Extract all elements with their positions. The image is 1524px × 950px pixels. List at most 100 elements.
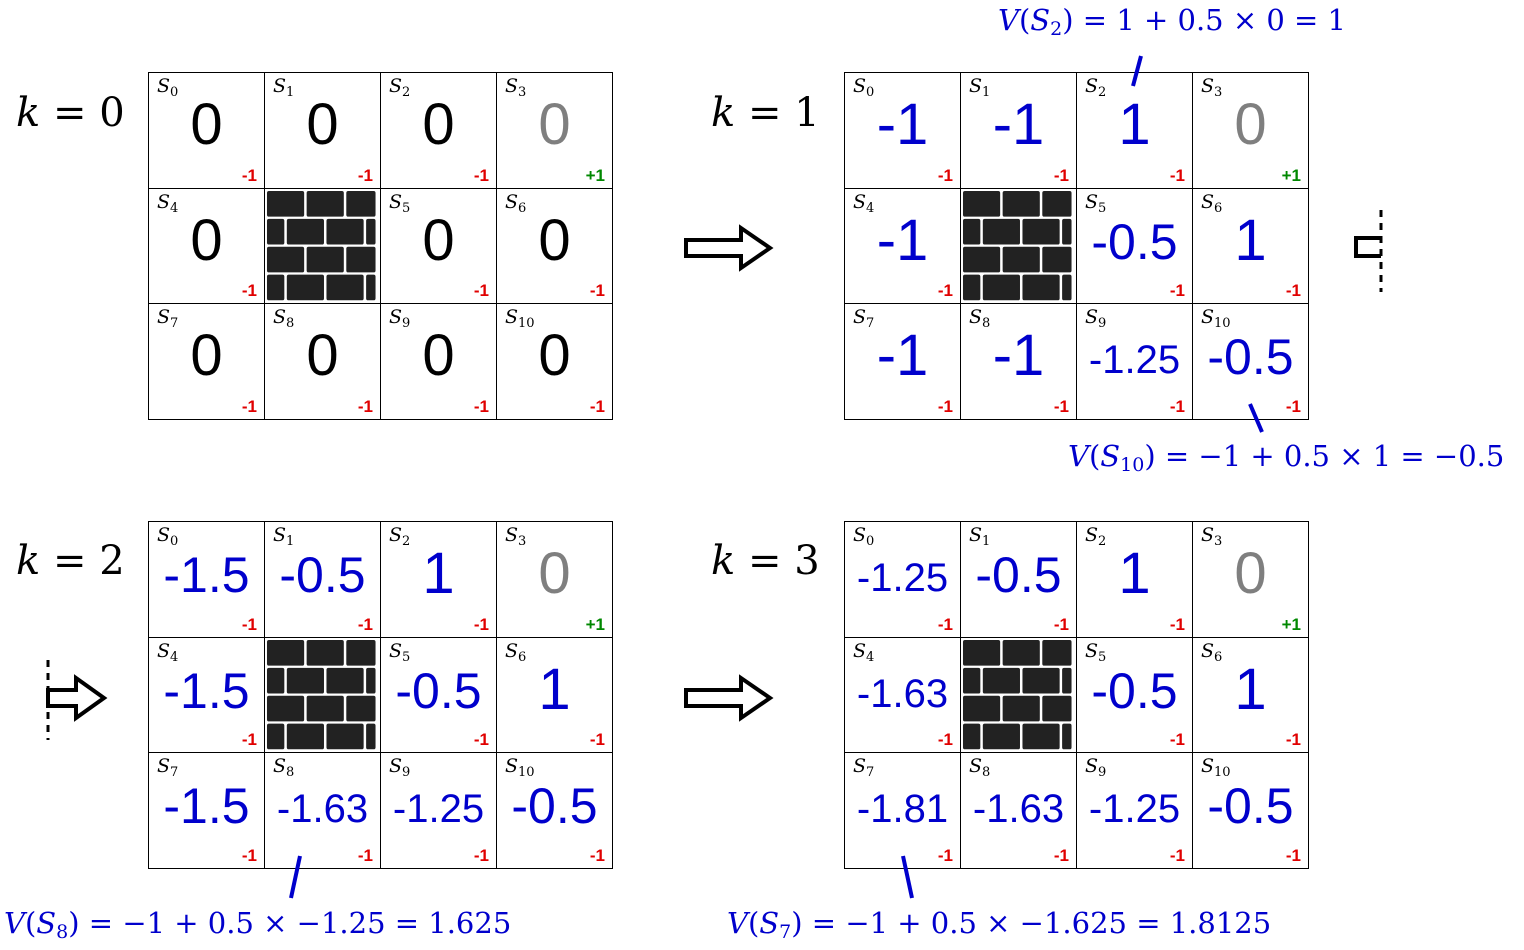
state-value: 0 [190,92,223,157]
state-name: S10 [1201,306,1231,332]
state-cell-s8: S8 -1.63 -1 [265,753,381,869]
right-arrow-icon [684,674,774,722]
state-value: 1 [1118,541,1151,606]
right-arrow-icon [46,674,108,722]
state-value: 0 [306,92,339,157]
reward-label: -1 [1285,396,1301,416]
state-name: S8 [273,306,295,332]
state-name: S1 [273,75,295,100]
grid-k2: S0 -1.5 -1 S1 -0.5 -1 S2 1 -1 S3 0 +1 S4 -1.5 -1 S5 -0.5… [148,521,613,869]
state-name: S6 [505,639,527,665]
state-cell-s3: S3 0 +1 [497,73,613,189]
reward-label: -1 [1053,165,1069,185]
reward-label: +1 [1281,165,1301,185]
reward-label: -1 [937,614,953,634]
state-name: S6 [505,190,527,216]
state-cell-s1: S1 -0.5 -1 [265,522,381,638]
state-cell-s10: S10 0 -1 [497,304,613,420]
state-value: 0 [1234,92,1267,157]
reward-label: -1 [473,845,489,865]
state-value: -1 [992,92,1045,157]
brick-wall-icon [961,637,1076,753]
state-name: S0 [157,524,179,549]
equation-s7: V(S7) = −1 + 0.5 × −1.625 = 1.8125 [727,906,1272,943]
state-cell-s2: S2 0 -1 [381,73,497,189]
state-name: S10 [1201,755,1231,781]
state-name: S1 [969,75,991,100]
state-cell-s4: S4 -1.5 -1 [149,637,265,754]
reward-label: -1 [1285,845,1301,865]
state-name: S3 [1201,75,1223,100]
equation-s2: V(S2) = 1 + 0.5 × 0 = 1 [998,3,1346,40]
state-name: S0 [853,524,875,549]
state-name: S10 [505,306,535,332]
state-cell-s9: S9 -1.25 -1 [1077,753,1193,869]
state-name: S4 [157,639,179,665]
state-cell-s6: S6 1 -1 [497,637,613,754]
state-value: 1 [1234,207,1267,273]
k-label-3: k = 3 [711,538,820,584]
state-cell-s10: S10 -0.5 -1 [497,753,613,869]
continuation-connector-right [1354,210,1383,292]
state-value: -0.5 [1207,778,1294,835]
reward-label: -1 [589,845,605,865]
reward-label: -1 [241,165,257,185]
state-cell-s3: S3 0 +1 [497,522,613,638]
state-cell-s9: S9 -1.25 -1 [1077,304,1193,420]
reward-label: -1 [473,730,489,750]
reward-label: -1 [937,845,953,865]
state-name: S7 [157,306,179,332]
state-name: S9 [389,755,411,781]
reward-label: -1 [1053,614,1069,634]
state-cell-s1: S1 -1 -1 [961,73,1077,189]
state-value: -1.25 [1088,787,1181,832]
k-label-1: k = 1 [711,90,820,136]
state-name: S2 [389,524,411,549]
reward-label: -1 [473,396,489,416]
state-value: -1.63 [856,671,949,716]
state-cell-s10: S10 -0.5 -1 [1193,753,1309,869]
state-name: S8 [273,755,295,781]
right-arrow-icon [684,224,774,272]
reward-label: -1 [1169,614,1185,634]
reward-label: -1 [473,165,489,185]
state-value: 0 [422,92,455,157]
state-cell-s8: S8 -1 -1 [961,304,1077,420]
state-name: S9 [1085,306,1107,332]
state-cell-s0: S0 0 -1 [149,73,265,189]
state-cell-s0: S0 -1.5 -1 [149,522,265,638]
reward-label: -1 [357,396,373,416]
state-name: S8 [969,306,991,332]
state-value: 0 [1234,541,1267,606]
state-value: -1.25 [392,787,485,832]
state-value: 1 [422,541,455,606]
reward-label: -1 [1053,845,1069,865]
reward-label: -1 [1285,281,1301,301]
state-name: S4 [853,190,875,216]
state-name: S0 [853,75,875,100]
reward-label: -1 [473,281,489,301]
state-value: -1 [876,323,929,389]
reward-label: +1 [585,165,605,185]
state-value: -1 [876,92,929,157]
state-cell-s2: S2 1 -1 [1077,522,1193,638]
state-name: S7 [853,306,875,332]
state-value: -1 [876,207,929,273]
state-value: -1 [992,323,1045,389]
reward-label: -1 [1169,396,1185,416]
state-cell-s4: S4 -1 -1 [845,188,961,305]
state-value: 0 [422,323,455,389]
grid-k1: S0 -1 -1 S1 -1 -1 S2 1 -1 S3 0 +1 S4 -1 -1 S5 -0.5 -1 S6 1-… [844,72,1309,420]
state-name: S6 [1201,190,1223,216]
state-value: 0 [306,323,339,389]
state-name: S8 [969,755,991,781]
reward-label: -1 [1285,730,1301,750]
reward-label: -1 [357,845,373,865]
state-name: S2 [1085,524,1107,549]
reward-label: -1 [1169,281,1185,301]
state-name: S5 [389,190,411,216]
state-name: S10 [505,755,535,781]
reward-label: -1 [241,281,257,301]
wall-cell [961,188,1077,305]
state-name: S7 [157,755,179,781]
